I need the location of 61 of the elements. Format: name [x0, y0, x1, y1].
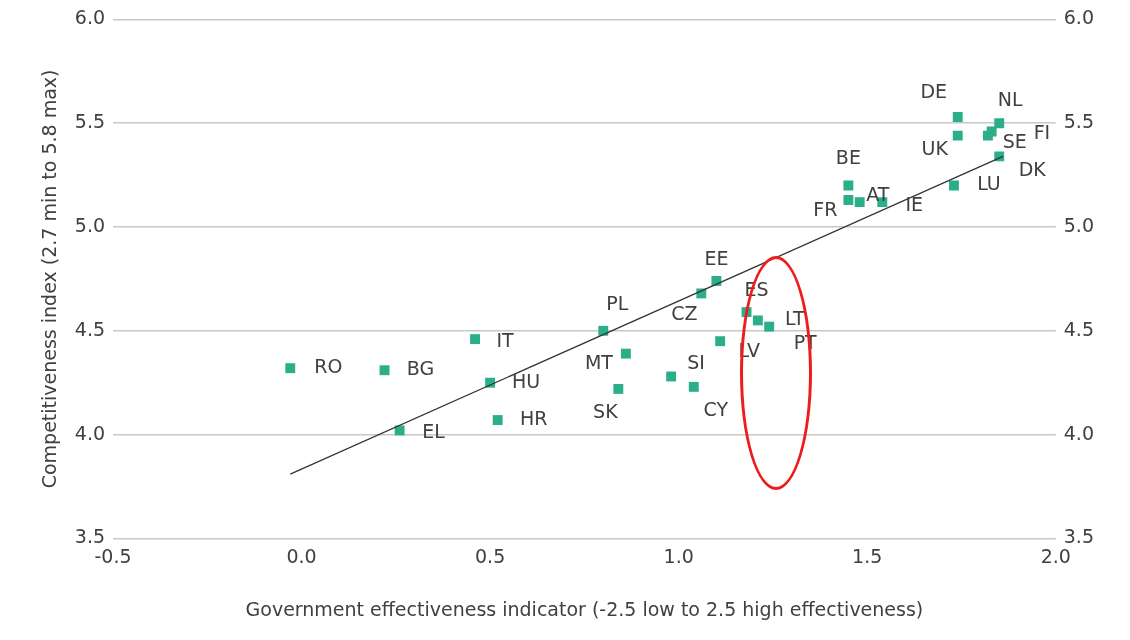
- annotation: NL: [997, 88, 1024, 111]
- annotation: FI: [1033, 120, 1051, 143]
- point: [379, 365, 390, 376]
- point: [949, 180, 959, 191]
- point: [854, 197, 865, 208]
- annotation: UK: [921, 136, 949, 159]
- y-tick-label: 5.0: [74, 213, 106, 236]
- point: [764, 321, 775, 332]
- y2-tick-label: 5.5: [1063, 110, 1094, 133]
- annotation: BE: [835, 146, 861, 169]
- y2-tick-label: 6.0: [1063, 6, 1094, 29]
- annotation: SI: [687, 351, 705, 374]
- point: [470, 334, 480, 345]
- annotation: CZ: [671, 302, 698, 325]
- point: [986, 126, 997, 137]
- annotation: BG: [406, 357, 435, 380]
- annotation: FR: [813, 197, 838, 220]
- annotation: EL: [422, 420, 446, 443]
- x-tick-label: 1.5: [852, 544, 883, 567]
- point: [843, 180, 854, 191]
- annotation: DE: [920, 79, 948, 102]
- point: [666, 371, 677, 382]
- y-tick-label: 5.5: [74, 110, 106, 133]
- point: [688, 381, 699, 392]
- point: [620, 348, 631, 359]
- point: [952, 130, 963, 141]
- annotation: LU: [977, 172, 1001, 195]
- x-tick-label: 0.0: [286, 544, 317, 567]
- point: [994, 118, 1005, 129]
- annotation: RO: [314, 355, 343, 378]
- y2-tick-label: 5.0: [1063, 213, 1094, 236]
- y-tick-label: 6.0: [74, 6, 106, 29]
- x-tick-label: 1.0: [663, 544, 694, 567]
- annotation: CY: [703, 397, 729, 420]
- point: [285, 363, 296, 374]
- x-axis-title: Government effectiveness indicator (-2.5 low to 2.5 high effectiveness): [245, 597, 924, 620]
- annotation: EE: [704, 246, 729, 269]
- point: [715, 336, 726, 347]
- y2-tick-label: 4.5: [1063, 317, 1094, 340]
- x-tick-label: 0.5: [475, 544, 506, 567]
- annotation: HU: [512, 369, 541, 392]
- annotation: IE: [905, 193, 924, 216]
- annotation: SK: [593, 399, 619, 422]
- y-tick-label: 4.0: [74, 421, 106, 444]
- point: [752, 315, 763, 326]
- annotation: IT: [496, 329, 515, 352]
- annotation: AT: [866, 183, 890, 206]
- point: [952, 112, 963, 122]
- y2-tick-label: 4.0: [1063, 421, 1094, 444]
- y-tick-label: 4.5: [74, 317, 106, 340]
- point: [394, 425, 405, 436]
- point: [843, 195, 854, 205]
- point: [613, 383, 624, 394]
- y-axis-title: Competitiveness index (2.7 min to 5.8 max): [38, 69, 61, 489]
- point: [492, 415, 503, 426]
- annotation: DK: [1018, 158, 1047, 181]
- annotation: SE: [1002, 130, 1027, 153]
- annotation: HR: [519, 407, 548, 430]
- annotation: MT: [584, 350, 614, 373]
- annotation: PL: [606, 291, 629, 314]
- annotation: LT: [785, 307, 806, 330]
